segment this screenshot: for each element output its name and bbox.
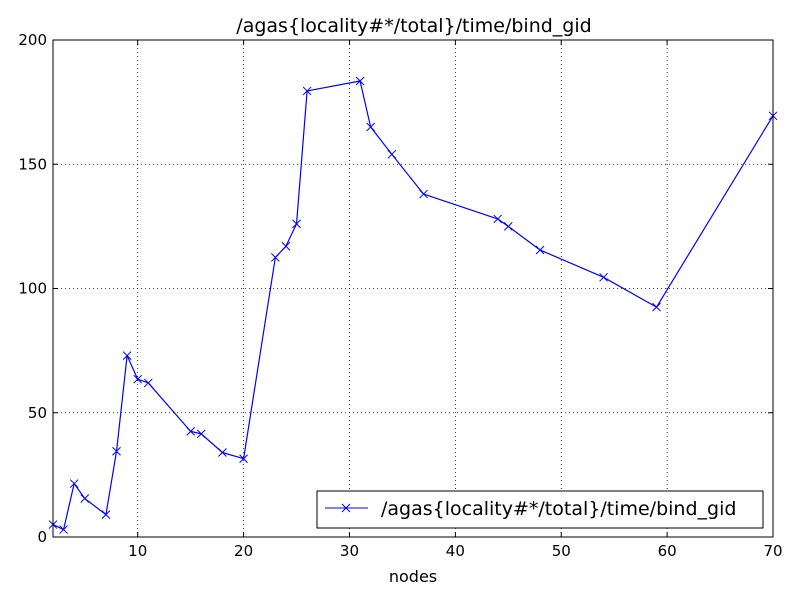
y-tick-label: 50	[28, 404, 47, 422]
data-point-marker	[355, 76, 365, 86]
x-tick-label: 10	[128, 542, 147, 560]
series-layer	[48, 76, 778, 534]
data-point-marker	[652, 302, 661, 312]
x-tick-label: 60	[658, 542, 677, 560]
y-tick-label: 200	[18, 31, 47, 49]
y-tick-label: 100	[18, 280, 47, 298]
data-point-marker	[239, 454, 248, 464]
legend-marker	[341, 503, 351, 513]
data-point-marker	[122, 351, 132, 360]
y-tick-label: 150	[18, 155, 47, 173]
data-point-marker	[143, 378, 153, 388]
data-point-marker	[80, 494, 90, 503]
x-tick-label: 70	[763, 542, 782, 560]
data-point-marker	[493, 214, 503, 224]
data-point-marker	[419, 189, 428, 199]
data-point-marker	[599, 272, 608, 282]
grid-lines	[53, 40, 773, 537]
data-point-marker	[186, 427, 196, 436]
data-point-marker	[281, 241, 291, 251]
data-point-marker	[535, 245, 545, 255]
series-line-1	[52, 80, 774, 531]
x-tick-label: 40	[446, 542, 465, 560]
legend-box	[316, 490, 764, 529]
data-point-marker	[101, 510, 111, 519]
data-point-marker	[59, 525, 68, 534]
data-point-marker	[302, 86, 312, 96]
data-point-marker	[503, 222, 513, 231]
data-point-marker	[69, 479, 79, 488]
data-point-marker	[218, 448, 227, 457]
legend: /agas{locality#*/total}/time/bind_gid	[316, 490, 764, 529]
data-point-marker	[196, 429, 206, 439]
x-tick-label: 20	[234, 542, 253, 560]
x-axis-label: nodes	[389, 567, 437, 586]
data-point-marker	[366, 122, 376, 132]
data-point-marker	[112, 446, 121, 456]
data-point-marker	[387, 149, 397, 159]
data-point-marker	[133, 374, 143, 384]
x-tick-label: 30	[340, 542, 359, 560]
data-point-marker	[292, 219, 301, 229]
data-point-marker	[270, 253, 280, 262]
legend-label-series-1: /agas{locality#*/total}/time/bind_gid	[381, 498, 736, 520]
x-tick-label: 50	[552, 542, 571, 560]
chart-title: /agas{locality#*/total}/time/bind_gid	[236, 15, 591, 37]
axis-ticks: 10 20 30 40 50 60 70 0 50 100 150 200	[18, 31, 782, 560]
y-tick-label: 0	[37, 528, 47, 546]
